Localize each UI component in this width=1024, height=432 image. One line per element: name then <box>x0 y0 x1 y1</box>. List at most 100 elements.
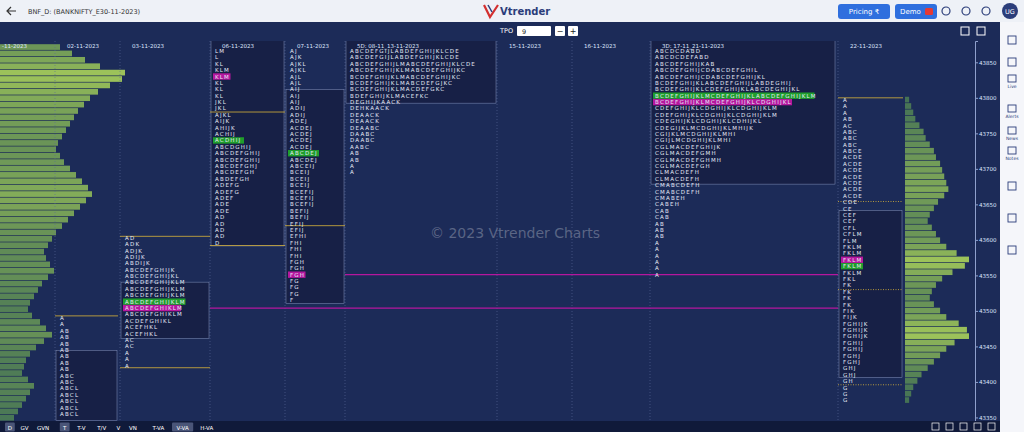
volume-bar <box>0 357 26 363</box>
sidebar-icon[interactable] <box>1008 246 1016 254</box>
sidebar-icon[interactable] <box>1008 58 1016 66</box>
tpo-row: FK <box>843 282 852 288</box>
tpo-row: AB <box>60 360 70 366</box>
volume-bar <box>905 180 946 186</box>
button[interactable] <box>838 4 890 19</box>
bottom-button[interactable]: D <box>8 425 12 431</box>
tpo-row: FGH <box>290 265 305 271</box>
bottom-button[interactable]: T/V <box>96 425 106 431</box>
tick-mark <box>975 62 978 63</box>
bottom-button[interactable]: T <box>62 425 67 431</box>
avatar[interactable] <box>1002 3 1018 19</box>
back-icon[interactable] <box>7 7 16 15</box>
bottom-button[interactable]: T-VA <box>152 425 165 431</box>
volume-bar <box>905 289 932 295</box>
date-label: 22-11-2023 <box>850 43 882 49</box>
tpo-row: G <box>843 397 848 403</box>
tpo-row: DEAABC <box>350 125 380 131</box>
icon[interactable] <box>946 423 953 430</box>
volume-bar <box>0 332 52 338</box>
sidebar-icon[interactable] <box>1008 127 1016 134</box>
sidebar-icon[interactable] <box>1008 36 1016 44</box>
value-area <box>651 41 835 184</box>
tpo-row: AB <box>843 116 853 122</box>
volume-bar <box>0 95 90 101</box>
tpo-row: FKLM <box>843 250 862 256</box>
value-area <box>839 210 902 377</box>
volume-bar <box>905 135 926 141</box>
value-area <box>56 350 117 420</box>
tpo-row: FIK <box>843 308 855 314</box>
tpo-row: AB <box>655 227 665 233</box>
tpo-row: CGLMACDEFGMH <box>655 150 717 156</box>
tpo-row: AB <box>60 334 70 340</box>
tick-label: 43550 <box>979 273 997 279</box>
column-divider <box>285 41 286 421</box>
volume-bar <box>905 352 940 358</box>
logo: Vtrender <box>500 6 550 17</box>
sidebar-icon[interactable] <box>1008 105 1016 112</box>
volume-bar <box>0 402 22 408</box>
bottom-button[interactable]: V <box>116 425 120 431</box>
tpo-input[interactable] <box>517 26 551 36</box>
date-label: 15-11-2023 <box>509 43 541 49</box>
bottom-button[interactable]: VN <box>129 425 137 431</box>
tpo-row: ABCDEFGHIKLM <box>125 311 183 317</box>
tpo-row: ABCL <box>60 385 79 391</box>
volume-bar <box>905 384 913 390</box>
bottom-button[interactable]: V-VA <box>176 425 189 431</box>
volume-bar <box>905 276 942 282</box>
tpo-row: AB <box>60 341 70 347</box>
button-bg[interactable] <box>172 423 193 432</box>
tick: 43750 <box>975 131 997 137</box>
volume-bar <box>905 269 952 275</box>
sidebar-icon[interactable] <box>1008 75 1016 82</box>
volume-bar <box>905 282 936 288</box>
tpo-row: CAB <box>655 214 670 220</box>
icon[interactable] <box>962 7 970 15</box>
icon[interactable] <box>982 7 990 15</box>
button[interactable] <box>895 4 937 19</box>
bottom-button[interactable]: GVN <box>37 425 49 431</box>
tpo-row: ABCDEFGH <box>215 169 255 175</box>
icon[interactable] <box>974 423 981 430</box>
bottom-button[interactable]: T-V <box>76 425 86 431</box>
volume-bar <box>905 231 936 237</box>
icon[interactable] <box>960 423 967 430</box>
icon[interactable] <box>988 423 995 430</box>
volume-bar <box>0 153 60 159</box>
icon[interactable] <box>942 7 950 15</box>
sidebar-icon[interactable] <box>1008 214 1016 222</box>
tpo-row: FHI <box>290 246 303 252</box>
tick-label: 43750 <box>979 131 997 137</box>
button-bg[interactable] <box>5 423 15 432</box>
icon[interactable] <box>932 423 939 430</box>
tick-label: 43850 <box>979 60 997 66</box>
tpo-row: DEAACK <box>350 112 380 118</box>
icon[interactable] <box>961 27 969 35</box>
volume-bar <box>905 173 944 179</box>
tick-label: 43400 <box>979 379 997 385</box>
sidebar-icon[interactable] <box>1008 182 1016 190</box>
button[interactable] <box>568 26 578 36</box>
tpo-row: CDE <box>843 199 858 205</box>
level-mark <box>120 367 210 368</box>
tpo-row: ACDE <box>843 167 863 173</box>
volume-bar <box>905 167 942 173</box>
sidebar-icon[interactable] <box>1008 147 1016 154</box>
bottom-button[interactable]: H-VA <box>200 425 213 431</box>
tick-label: 43800 <box>979 95 997 101</box>
sidebar-label: News <box>1006 136 1019 141</box>
tpo-row: ABCDCDEFABD <box>655 54 710 60</box>
button-bg[interactable] <box>60 423 70 432</box>
button[interactable] <box>555 26 565 36</box>
bottom-button[interactable]: GV <box>21 425 29 431</box>
volume-bar <box>0 63 100 69</box>
date-label: 5D: 08-11_13-11-2023 <box>357 43 420 50</box>
volume-bar <box>0 185 88 191</box>
volume-bar <box>0 281 42 287</box>
volume-bar <box>905 218 928 224</box>
tpo-row: FK <box>843 302 852 308</box>
icon[interactable] <box>977 27 985 35</box>
volume-bar <box>0 396 26 402</box>
